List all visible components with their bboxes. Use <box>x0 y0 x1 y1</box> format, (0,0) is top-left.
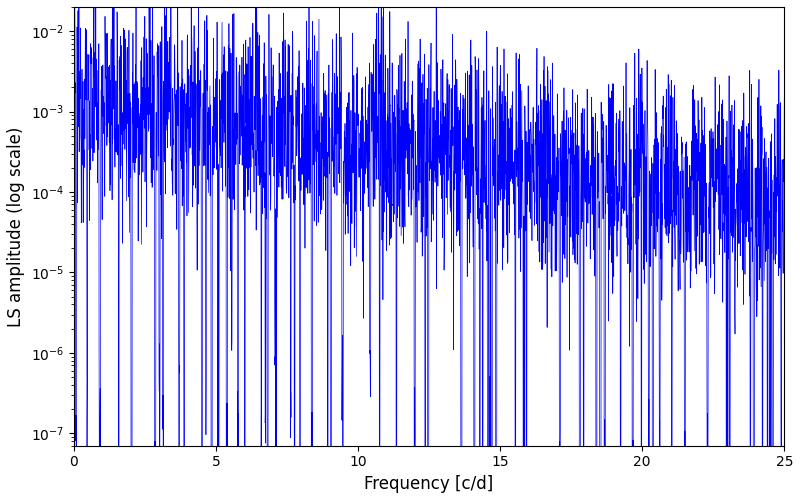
X-axis label: Frequency [c/d]: Frequency [c/d] <box>364 475 494 493</box>
Y-axis label: LS amplitude (log scale): LS amplitude (log scale) <box>7 126 25 326</box>
